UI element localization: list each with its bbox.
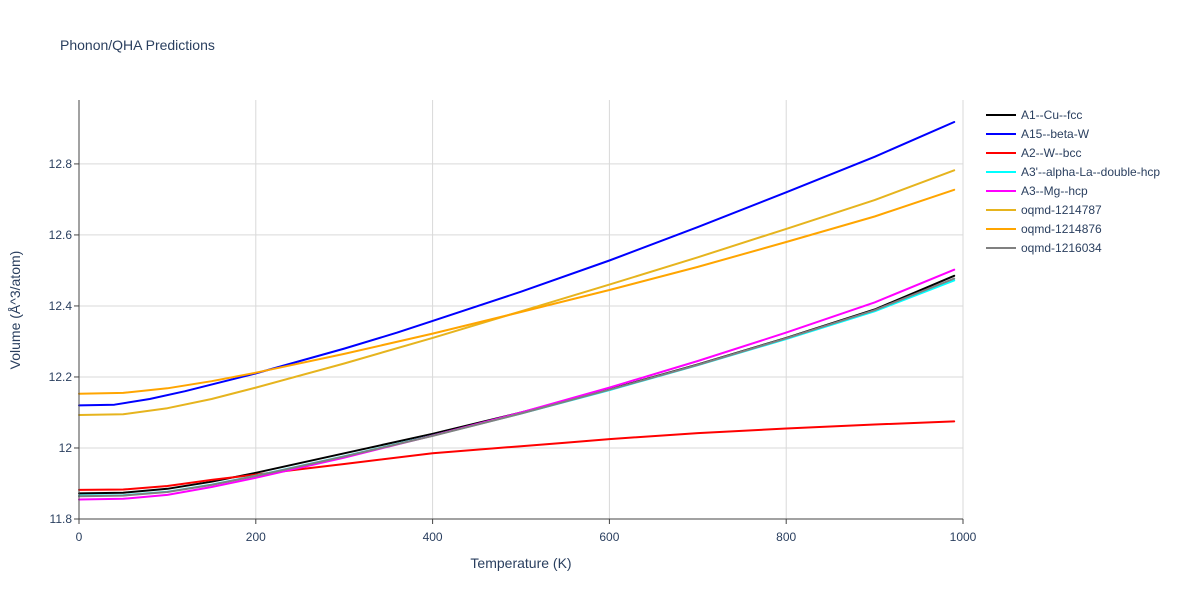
- y-axis-title: Volume (Å^3/atom): [7, 251, 23, 370]
- x-tick-label: 800: [776, 530, 796, 544]
- y-tick-label: 12.4: [49, 299, 73, 313]
- y-tick-label: 12.8: [49, 157, 73, 171]
- x-tick-label: 400: [423, 530, 443, 544]
- x-tick-label: 0: [76, 530, 83, 544]
- legend-item[interactable]: oqmd-1216034: [986, 241, 1102, 255]
- legend-label: A3'--alpha-La--double-hcp: [1021, 165, 1160, 179]
- legend-item[interactable]: A3'--alpha-La--double-hcp: [986, 165, 1160, 179]
- legend-label: A3--Mg--hcp: [1021, 184, 1088, 198]
- y-tick-label: 12: [59, 441, 73, 455]
- x-tick-label: 600: [599, 530, 619, 544]
- y-tick-label: 12.6: [49, 228, 73, 242]
- y-tick-label: 11.8: [50, 512, 73, 526]
- gridlines: [79, 100, 964, 520]
- chart-title: Phonon/QHA Predictions: [60, 37, 215, 53]
- legend-label: oqmd-1214876: [1021, 222, 1102, 236]
- legend-label: A2--W--bcc: [1021, 146, 1081, 160]
- legend-label: A1--Cu--fcc: [1021, 108, 1082, 122]
- legend-item[interactable]: A2--W--bcc: [986, 146, 1081, 160]
- series-line[interactable]: [78, 188, 956, 395]
- series-line[interactable]: [78, 277, 956, 498]
- series-line[interactable]: [78, 121, 956, 407]
- series-line[interactable]: [78, 169, 956, 416]
- legend-item[interactable]: oqmd-1214876: [986, 222, 1102, 236]
- y-tick-label: 12.2: [49, 370, 73, 384]
- plot-area[interactable]: [78, 121, 956, 501]
- series-line[interactable]: [78, 420, 956, 491]
- legend-label: A15--beta-W: [1021, 127, 1090, 141]
- x-axis-title: Temperature (K): [470, 555, 571, 571]
- legend-item[interactable]: A1--Cu--fcc: [986, 108, 1082, 122]
- legend-item[interactable]: A3--Mg--hcp: [986, 184, 1088, 198]
- x-tick-label: 1000: [950, 530, 977, 544]
- x-tick-label: 200: [246, 530, 266, 544]
- legend-label: oqmd-1214787: [1021, 203, 1102, 217]
- legend-item[interactable]: oqmd-1214787: [986, 203, 1102, 217]
- legend-label: oqmd-1216034: [1021, 241, 1102, 255]
- legend[interactable]: A1--Cu--fcc A15--beta-W A2--W--bcc A3'--alp…: [986, 108, 1160, 255]
- legend-item[interactable]: A15--beta-W: [986, 127, 1090, 141]
- axis-ticks: 0 200 400 600 800 1000 11.8 12 12.2 12.4 12.6 12.8: [49, 157, 977, 544]
